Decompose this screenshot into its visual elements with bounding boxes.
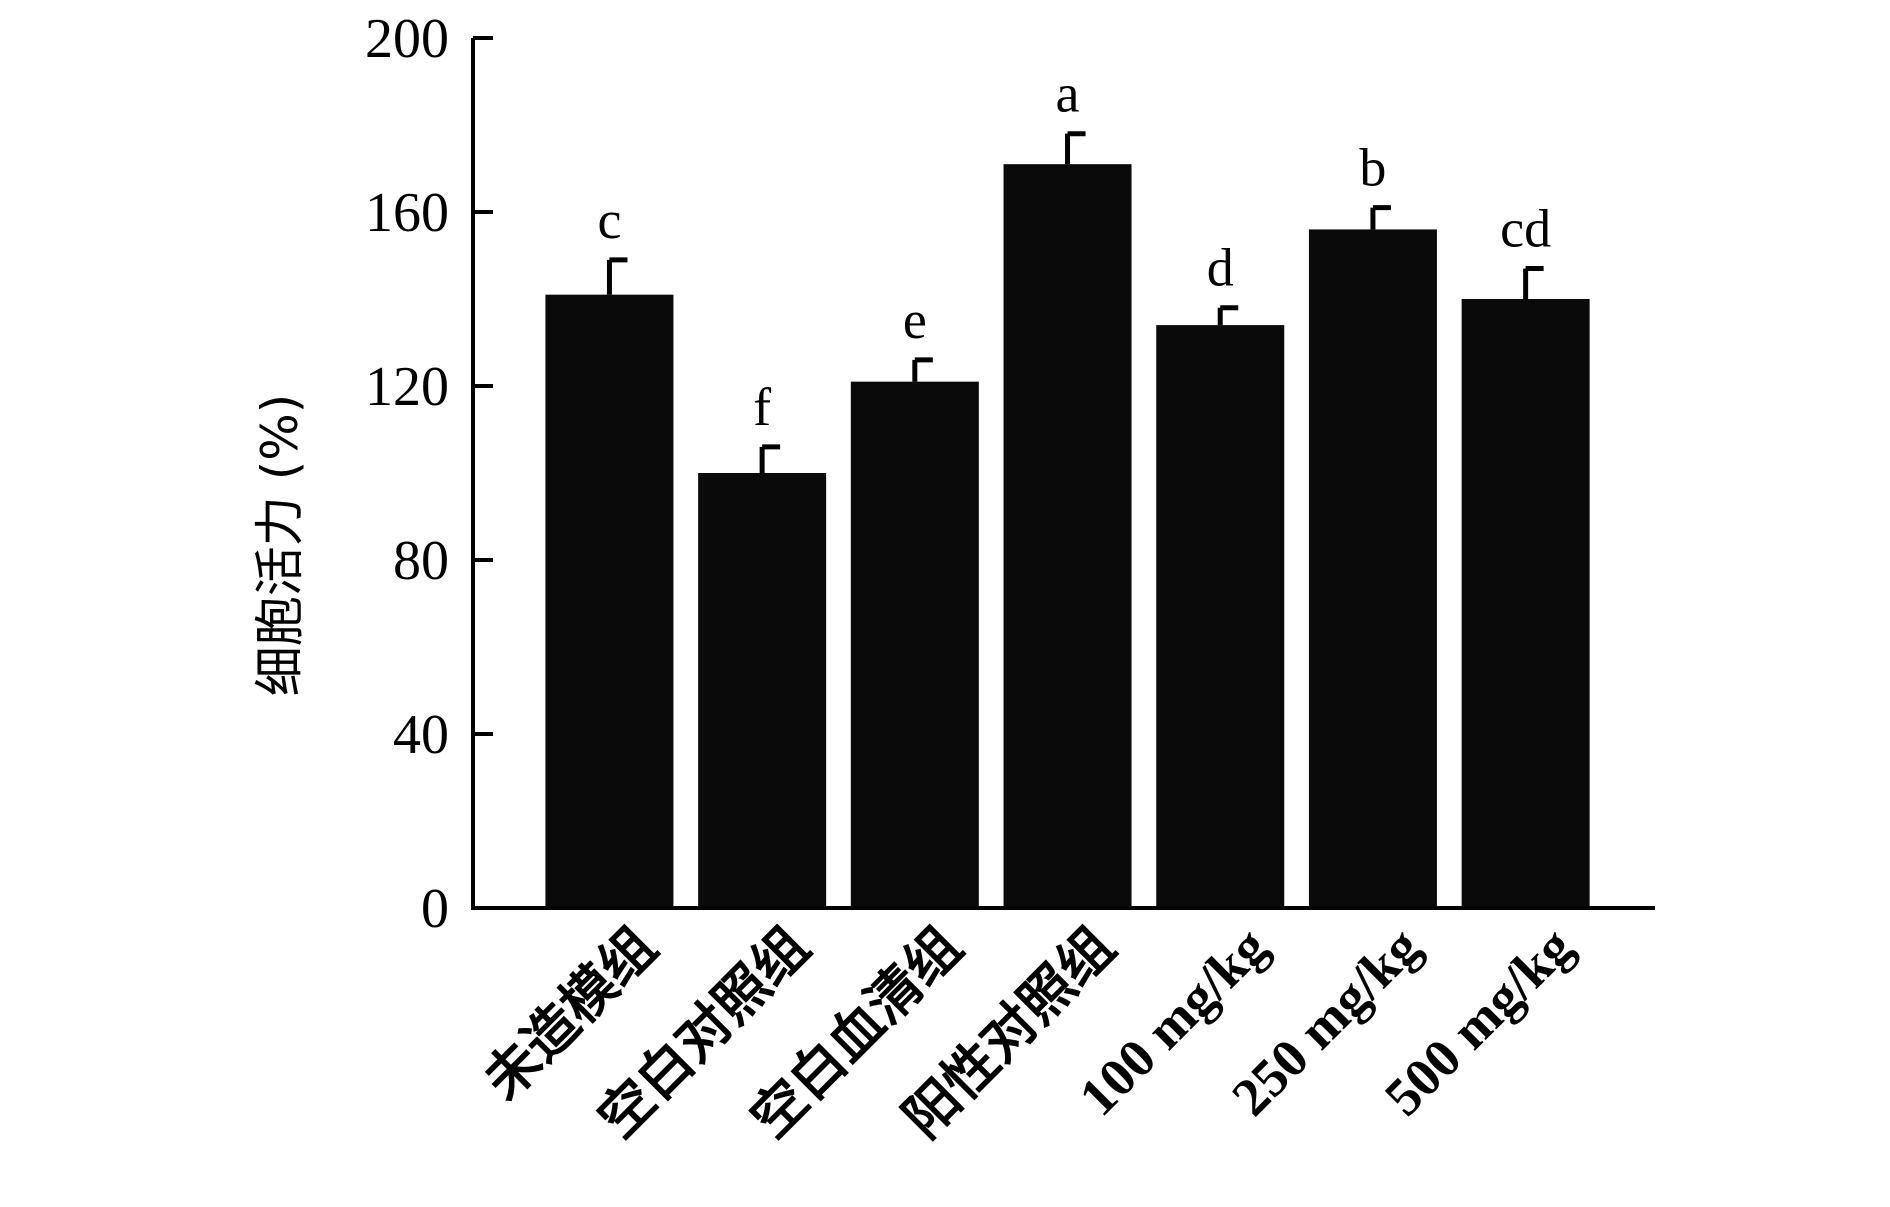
significance-label-3: a <box>1056 64 1080 124</box>
significance-label-6: cd <box>1500 199 1551 259</box>
y-axis-label: 细胞活力 (%) <box>251 394 309 696</box>
y-tick-label-4: 160 <box>365 182 449 244</box>
significance-label-2: e <box>903 290 927 350</box>
bar-2 <box>850 381 979 908</box>
significance-label-0: c <box>597 190 621 250</box>
bar-4 <box>1156 325 1285 909</box>
bar-3 <box>1003 164 1132 908</box>
y-tick-label-5: 200 <box>365 8 449 70</box>
significance-label-5: b <box>1359 138 1386 198</box>
bar-1 <box>698 473 827 908</box>
y-axis: 0 40 80 120 160 200 <box>365 8 493 940</box>
y-tick-label-1: 40 <box>393 704 449 766</box>
bars: c f e a d b cd <box>545 64 1590 909</box>
bar-5 <box>1308 229 1437 908</box>
y-tick-label-2: 80 <box>393 530 449 592</box>
y-tick-label-3: 120 <box>365 356 449 418</box>
significance-label-4: d <box>1207 238 1234 298</box>
significance-label-1: f <box>753 377 771 437</box>
bar-0 <box>545 294 674 908</box>
bar-6 <box>1461 299 1590 908</box>
y-tick-label-0: 0 <box>421 878 449 940</box>
